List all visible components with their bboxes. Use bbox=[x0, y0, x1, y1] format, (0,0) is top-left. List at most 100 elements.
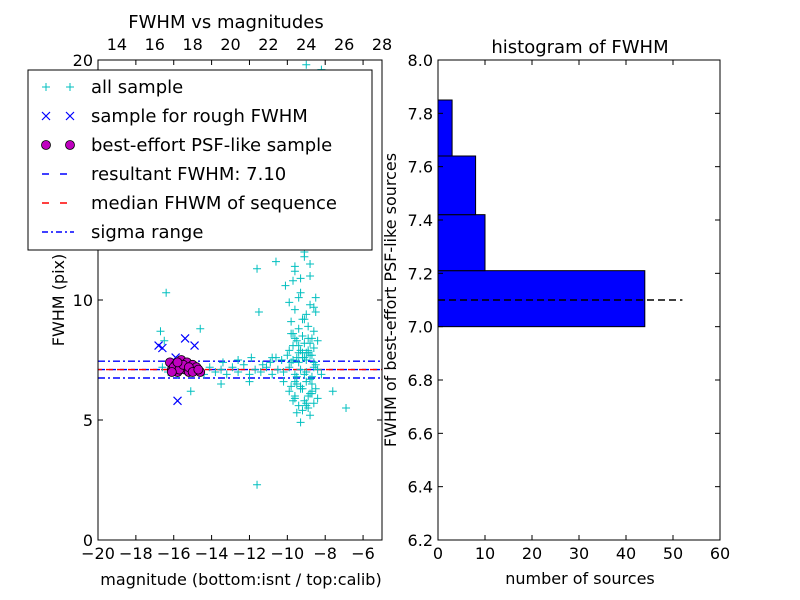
point-s0-164 bbox=[253, 480, 262, 489]
legend-box bbox=[27, 69, 373, 251]
point-s0-134 bbox=[300, 396, 309, 405]
point-s1-0 bbox=[154, 341, 164, 351]
right-y-axis-label: FWHM of best-effort PSF-like sources bbox=[381, 153, 400, 447]
point-s0-150 bbox=[287, 329, 296, 338]
point-s0-29 bbox=[317, 370, 326, 379]
legend-marker-b-1 bbox=[65, 111, 75, 121]
point-s0-13 bbox=[228, 363, 237, 372]
y-tick-label-1: 5 bbox=[83, 411, 93, 430]
point-s0-131 bbox=[287, 382, 296, 391]
point-s0-76 bbox=[302, 310, 311, 319]
point-s0-33 bbox=[258, 360, 267, 369]
left-scatter-panel: FWHM vs magnitudes −20 −18 −16 −14 −12 −10 −8−… bbox=[27, 12, 392, 589]
point-s0-143 bbox=[306, 411, 315, 420]
point-s0-127 bbox=[292, 372, 301, 381]
point-s0-125 bbox=[298, 353, 307, 362]
x-tick-label-7: −6 bbox=[351, 544, 375, 563]
point-s0-48 bbox=[196, 324, 205, 333]
point-s0-23 bbox=[285, 363, 294, 372]
point-s0-110 bbox=[309, 344, 318, 352]
point-s0-0 bbox=[158, 363, 167, 372]
top-x-tick-label-6: 26 bbox=[334, 35, 354, 54]
x-tick-label-6: −8 bbox=[313, 544, 337, 563]
left-x-axis-label: magnitude (bottom:isnt / top:calib) bbox=[100, 570, 381, 589]
r-y-tick-label-3: 6.8 bbox=[408, 371, 433, 390]
point-s0-103 bbox=[296, 274, 305, 283]
hist-bar-3 bbox=[437, 99, 453, 157]
legend-label-2: best-effort PSF-like sample bbox=[91, 135, 332, 156]
point-s2-20 bbox=[172, 357, 183, 368]
legend-marker-a-0 bbox=[42, 83, 50, 91]
x-tick-label-3: −14 bbox=[195, 544, 229, 563]
r-x-tick-label-5: 50 bbox=[663, 544, 683, 563]
y-tick-label-0: 0 bbox=[83, 531, 93, 550]
point-s0-148 bbox=[294, 358, 303, 367]
point-s0-72 bbox=[304, 322, 313, 331]
point-s0-68 bbox=[285, 298, 294, 307]
point-s0-9 bbox=[205, 363, 214, 372]
point-s0-141 bbox=[292, 408, 301, 417]
point-s0-67 bbox=[281, 281, 290, 290]
point-s0-151 bbox=[298, 315, 307, 324]
point-s0-89 bbox=[289, 276, 298, 285]
point-s0-121 bbox=[285, 346, 294, 355]
point-s0-140 bbox=[309, 399, 318, 408]
top-x-tick-label-5: 24 bbox=[296, 35, 316, 54]
point-s0-104 bbox=[306, 300, 315, 309]
legend-marker-b-0 bbox=[66, 83, 74, 91]
legend-marker-a-2 bbox=[41, 140, 51, 150]
point-s0-112 bbox=[287, 317, 296, 326]
point-s0-52 bbox=[254, 308, 263, 316]
r-x-tick-label-0: 0 bbox=[433, 544, 443, 563]
point-s0-53 bbox=[268, 353, 277, 362]
top-x-tick-label-4: 22 bbox=[258, 35, 278, 54]
legend-label-1: sample for rough FWHM bbox=[91, 106, 308, 127]
point-s0-144 bbox=[296, 418, 305, 427]
point-s0-34 bbox=[266, 358, 275, 367]
point-s0-166 bbox=[328, 387, 337, 396]
point-s1-3 bbox=[180, 333, 190, 343]
point-s0-61 bbox=[306, 260, 315, 268]
hist-bar-0 bbox=[437, 270, 646, 328]
right-x-axis-label: number of sources bbox=[505, 569, 655, 588]
point-s0-147 bbox=[300, 370, 309, 379]
r-y-tick-label-4: 7.0 bbox=[408, 318, 433, 337]
top-x-tick-label-3: 20 bbox=[220, 35, 240, 54]
left-legend: all sample sample for rough FWHM best-effo… bbox=[27, 69, 373, 251]
point-s0-133 bbox=[290, 392, 299, 400]
point-s0-128 bbox=[302, 377, 311, 386]
point-s0-75 bbox=[294, 324, 303, 333]
point-s1-5 bbox=[190, 341, 199, 351]
left-y-axis-label: FWHM (pix) bbox=[49, 254, 68, 347]
hist-bar-1 bbox=[437, 214, 486, 272]
point-s0-123 bbox=[304, 334, 313, 343]
r-x-tick-label-6: 60 bbox=[710, 544, 730, 563]
x-tick-label-5: −10 bbox=[270, 544, 304, 563]
point-s2-19 bbox=[166, 367, 177, 377]
point-s0-163 bbox=[302, 60, 311, 69]
point-s0-145 bbox=[290, 377, 299, 386]
point-s0-47 bbox=[186, 387, 195, 396]
point-s0-20 bbox=[268, 370, 277, 379]
point-s0-142 bbox=[302, 401, 311, 410]
point-s0-85 bbox=[279, 377, 288, 386]
point-s0-153 bbox=[290, 267, 299, 276]
legend-label-5: sigma range bbox=[91, 222, 203, 243]
point-s0-165 bbox=[342, 404, 351, 412]
r-x-tick-label-2: 20 bbox=[522, 544, 542, 563]
point-s0-105 bbox=[311, 308, 320, 316]
point-s0-32 bbox=[247, 353, 256, 362]
point-s0-94 bbox=[313, 336, 322, 345]
point-s0-12 bbox=[222, 370, 231, 379]
point-s0-46 bbox=[162, 288, 171, 297]
r-x-tick-label-1: 10 bbox=[475, 544, 495, 563]
point-s0-126 bbox=[309, 363, 318, 372]
point-s0-122 bbox=[294, 341, 303, 350]
point-s0-91 bbox=[300, 252, 309, 261]
point-s0-45 bbox=[160, 336, 169, 345]
point-s0-136 bbox=[294, 401, 303, 410]
x-tick-label-4: −12 bbox=[233, 544, 267, 563]
left-title: FWHM vs magnitudes bbox=[128, 12, 323, 33]
point-s1-1 bbox=[157, 343, 167, 353]
